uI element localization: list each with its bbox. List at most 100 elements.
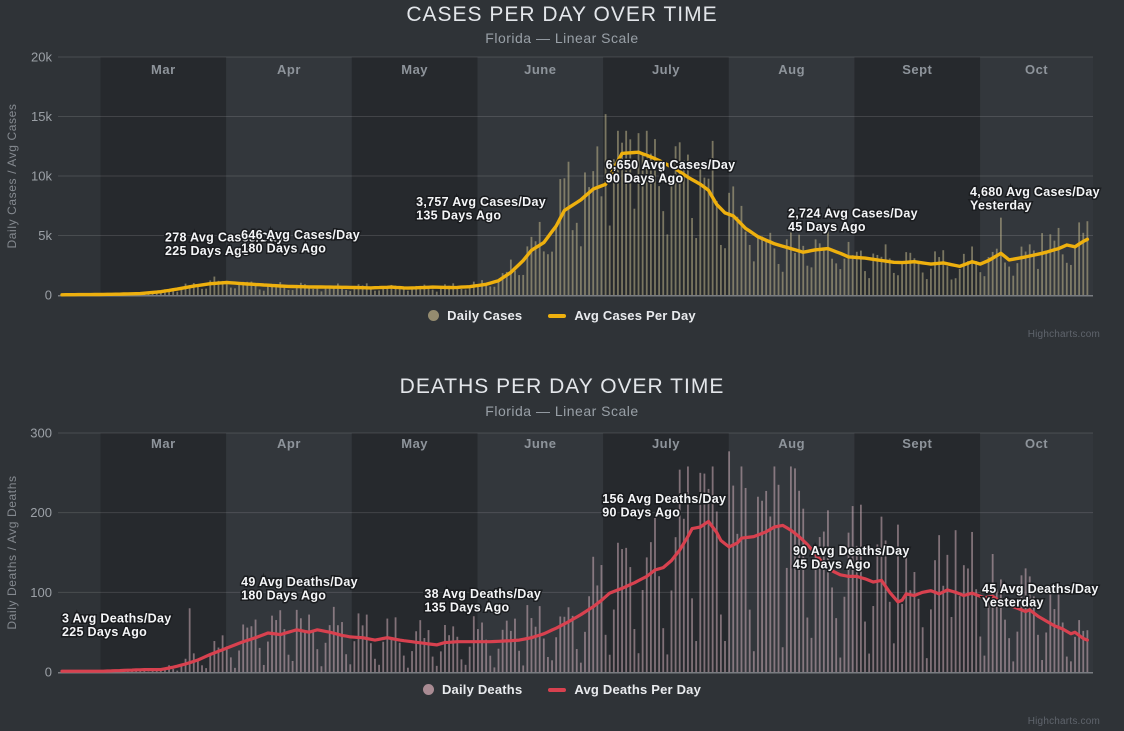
daily-bar xyxy=(551,660,553,672)
daily-bar xyxy=(225,284,228,295)
legend-item-avg-cases[interactable]: Avg Cases Per Day xyxy=(548,308,696,323)
daily-bar xyxy=(555,637,558,672)
daily-bar xyxy=(337,283,339,295)
daily-bar xyxy=(456,286,459,295)
month-label: June xyxy=(524,436,556,451)
daily-bar xyxy=(575,649,578,672)
annotation: 49 Avg Deaths/Day 180 Days Ago xyxy=(241,575,358,603)
daily-bar xyxy=(938,257,941,295)
daily-bar xyxy=(934,560,936,672)
highcharts-credit-deaths[interactable]: Highcharts.com xyxy=(1027,716,1100,727)
daily-bar xyxy=(234,667,236,672)
avg-deaths-marker-icon xyxy=(548,687,567,692)
daily-bar xyxy=(217,647,220,672)
legend-item-daily-cases[interactable]: Daily Cases xyxy=(428,308,522,323)
daily-bar xyxy=(979,636,982,672)
daily-bar xyxy=(275,285,278,295)
daily-bar xyxy=(439,651,442,672)
daily-bar xyxy=(806,265,809,295)
daily-bar xyxy=(872,253,875,295)
deaths-legend: Daily Deaths Avg Deaths Per Day xyxy=(0,682,1124,697)
daily-bar xyxy=(304,284,306,295)
daily-bar xyxy=(262,664,265,672)
month-band xyxy=(351,57,478,295)
daily-bar xyxy=(1078,620,1081,672)
daily-bar xyxy=(390,284,393,295)
highcharts-credit-cases[interactable]: Highcharts.com xyxy=(1027,329,1100,340)
daily-bar xyxy=(929,609,932,672)
daily-bar xyxy=(481,280,483,295)
daily-bar xyxy=(1045,632,1048,672)
daily-bar xyxy=(229,287,232,295)
daily-bar xyxy=(353,641,356,672)
daily-bar xyxy=(806,617,809,672)
daily-bar xyxy=(456,636,459,672)
daily-bar xyxy=(542,251,545,295)
daily-bar xyxy=(1065,656,1068,672)
daily-bar xyxy=(794,252,796,295)
daily-bar xyxy=(584,172,586,295)
daily-bar xyxy=(1037,268,1039,295)
daily-bar xyxy=(1024,251,1027,295)
daily-bar xyxy=(423,638,426,672)
daily-bar xyxy=(1074,246,1076,295)
month-label: Aug xyxy=(778,62,805,77)
daily-bar xyxy=(1053,609,1056,672)
daily-bar xyxy=(897,275,899,295)
daily-bar xyxy=(172,291,175,295)
daily-bar xyxy=(728,451,731,672)
daily-bar xyxy=(699,162,702,295)
daily-bar xyxy=(295,284,298,295)
daily-bar xyxy=(711,466,714,672)
month-label: Oct xyxy=(1025,62,1048,77)
daily-bar xyxy=(547,254,549,295)
daily-bar xyxy=(481,622,483,672)
daily-bar xyxy=(534,241,537,295)
daily-bar xyxy=(625,547,628,672)
daily-bar xyxy=(835,263,838,295)
daily-bar xyxy=(423,284,426,295)
daily-bar xyxy=(633,629,636,672)
annotation: 2,724 Avg Cases/Day 45 Days Ago xyxy=(788,207,918,235)
daily-bar xyxy=(378,664,380,672)
daily-bar xyxy=(419,286,422,295)
daily-bar xyxy=(431,289,434,295)
daily-bar xyxy=(761,236,763,295)
month-band xyxy=(854,57,981,295)
daily-bar xyxy=(415,631,418,672)
daily-bar xyxy=(472,281,475,295)
daily-bar xyxy=(283,629,286,672)
legend-item-avg-deaths[interactable]: Avg Deaths Per Day xyxy=(548,682,701,697)
daily-bar xyxy=(271,284,273,295)
y-axis-title: Daily Deaths / Avg Deaths xyxy=(5,475,19,629)
daily-bar xyxy=(765,240,768,295)
daily-bar xyxy=(843,258,846,295)
daily-bar xyxy=(946,554,949,672)
daily-bar xyxy=(369,287,372,295)
daily-bar xyxy=(818,537,821,672)
daily-bar xyxy=(897,524,899,672)
daily-bar xyxy=(637,653,640,672)
daily-bar xyxy=(563,616,566,672)
daily-bar xyxy=(542,638,545,672)
daily-bar xyxy=(353,287,356,295)
daily-bar xyxy=(666,234,669,295)
daily-bar xyxy=(1016,631,1019,672)
annotation: 3 Avg Deaths/Day 225 Days Ago xyxy=(62,612,171,640)
daily-bar xyxy=(419,620,422,672)
avg-line-series xyxy=(60,150,1090,297)
daily-bar xyxy=(341,286,343,295)
daily-bar xyxy=(213,276,216,295)
daily-bar xyxy=(439,286,442,295)
daily-bar xyxy=(600,196,603,295)
daily-bar xyxy=(1028,244,1031,295)
daily-bar xyxy=(773,466,776,672)
month-label: July xyxy=(652,62,680,77)
legend-label-avg-cases: Avg Cases Per Day xyxy=(574,308,696,323)
daily-bar xyxy=(868,653,871,672)
daily-bar xyxy=(246,281,249,295)
daily-bar xyxy=(332,286,335,295)
month-band xyxy=(226,57,352,295)
legend-item-daily-deaths[interactable]: Daily Deaths xyxy=(422,682,522,697)
daily-bar xyxy=(559,616,562,672)
